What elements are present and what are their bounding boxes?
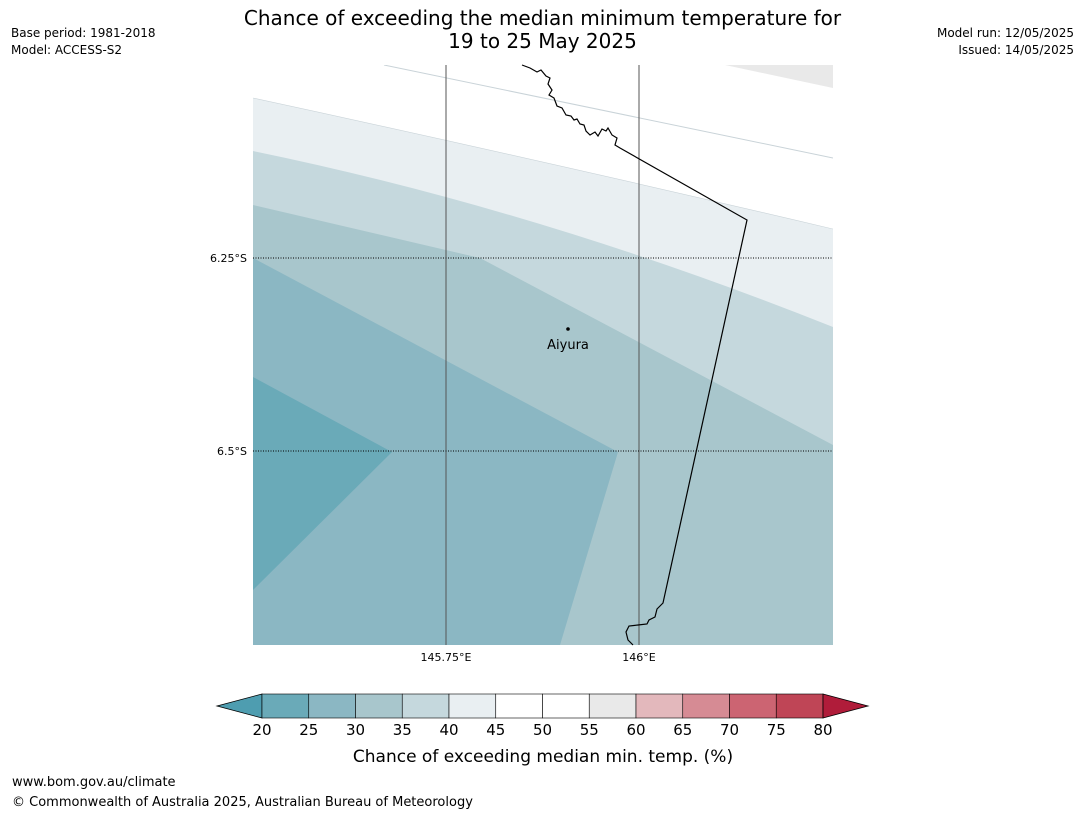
place-marker — [566, 327, 570, 331]
colorbar-tick-label: 55 — [580, 721, 599, 739]
title-line-1: Chance of exceeding the median minimum t… — [243, 6, 842, 30]
contour-20-25 — [253, 377, 392, 590]
issue-info: Model run: 12/05/2025 Issued: 14/05/2025 — [937, 25, 1074, 59]
colorbar-tick-label: 65 — [673, 721, 692, 739]
base-period: Base period: 1981-2018 — [11, 26, 156, 40]
contour-55-60 — [725, 65, 833, 88]
colorbar-tick-label: 20 — [252, 721, 271, 739]
contour-line — [253, 97, 833, 230]
colorbar-tick-label: 70 — [720, 721, 739, 739]
map-title: Chance of exceeding the median minimum t… — [200, 7, 885, 53]
lon-label-145-75: 145.75°E — [421, 651, 472, 664]
colorbar-segment — [401, 693, 450, 719]
colorbar-segment — [308, 693, 356, 719]
colorbar-segment — [495, 693, 543, 719]
colorbar-segment — [682, 693, 730, 719]
colorbar-tick-label: 75 — [767, 721, 786, 739]
issued-date: Issued: 14/05/2025 — [958, 43, 1074, 57]
colorbar-tick-label: 40 — [439, 721, 458, 739]
lon-label-146: 146°E — [622, 651, 655, 664]
colorbar-segment — [729, 693, 777, 719]
colorbar-tick-label: 35 — [393, 721, 412, 739]
colorbar-tick-label: 50 — [533, 721, 552, 739]
colorbar-segment — [775, 693, 824, 719]
colorbar-tick-label: 25 — [299, 721, 318, 739]
colorbar-tick-label: 60 — [626, 721, 645, 739]
model-run-date: Model run: 12/05/2025 — [936, 26, 1074, 40]
model-info: Base period: 1981-2018 Model: ACCESS-S2 — [11, 25, 156, 59]
border-line — [521, 64, 748, 646]
copyright-text: © Commonwealth of Australia 2025, Austra… — [12, 795, 473, 810]
probability-contours — [253, 65, 833, 645]
title-line-2: 19 to 25 May 2025 — [448, 29, 637, 53]
colorbar-segment — [355, 693, 403, 719]
lat-label-6-25: 6.25°S — [210, 252, 247, 265]
colorbar-legend: 20 25 30 35 40 45 50 55 60 65 70 75 80 — [215, 693, 870, 739]
colorbar-segment — [588, 693, 637, 719]
legend-title: Chance of exceeding median min. temp. (%… — [353, 747, 733, 767]
source-url: www.bom.gov.au/climate — [12, 775, 176, 790]
colorbar-over-arrow — [822, 693, 870, 719]
colorbar-segment — [448, 693, 497, 719]
contour-line — [383, 65, 833, 159]
model-name: Model: ACCESS-S2 — [11, 43, 123, 57]
colorbar-tick-label: 45 — [486, 721, 505, 739]
place-label: Aiyura — [547, 338, 589, 353]
colorbar-tick-label: 80 — [813, 721, 832, 739]
colorbar-tick-label: 30 — [346, 721, 365, 739]
colorbar-under-arrow — [215, 693, 263, 719]
lat-label-6-5: 6.5°S — [217, 445, 247, 458]
colorbar-segment — [635, 693, 684, 719]
colorbar-segment — [261, 693, 310, 719]
colorbar-segment — [542, 693, 590, 719]
